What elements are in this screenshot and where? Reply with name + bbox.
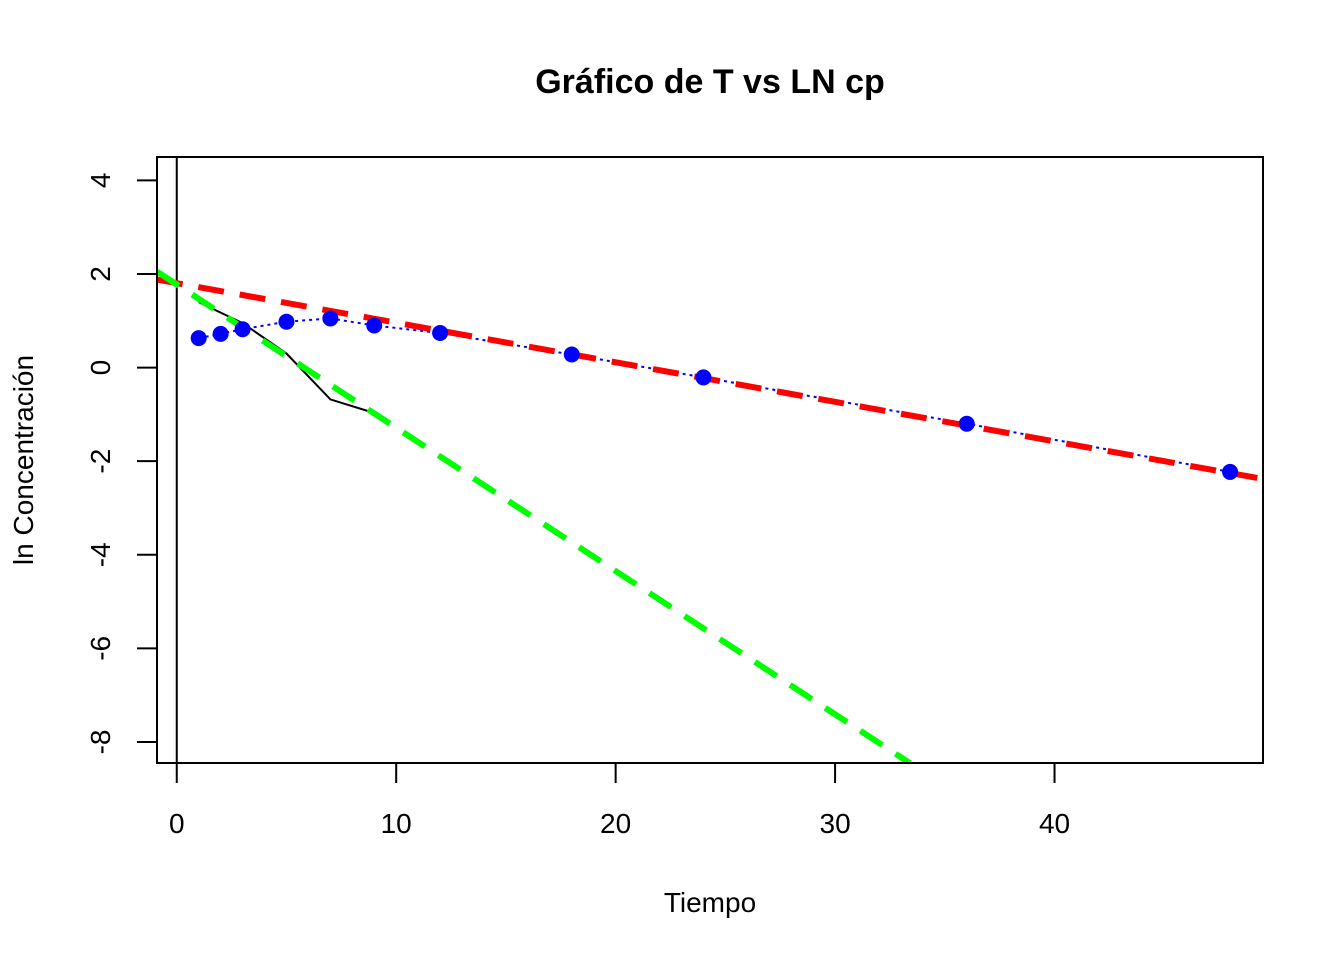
y-axis-label: ln Concentración xyxy=(8,355,39,565)
x-tick-label: 40 xyxy=(1039,808,1070,839)
data-point xyxy=(366,317,383,334)
x-tick-label: 10 xyxy=(381,808,412,839)
x-axis-label: Tiempo xyxy=(664,887,756,918)
data-point xyxy=(190,330,207,347)
x-tick-label: 0 xyxy=(169,808,185,839)
plot-frame xyxy=(156,156,1264,764)
y-tick-label: -8 xyxy=(85,729,116,754)
data-point xyxy=(234,321,251,338)
data-point xyxy=(212,325,229,342)
x-axis: 0 10 20 30 40 xyxy=(169,762,1070,839)
black-series-line xyxy=(198,301,375,414)
y-tick-label: -4 xyxy=(85,542,116,567)
data-point xyxy=(695,369,712,386)
data-point xyxy=(1222,463,1239,480)
y-tick-label: -2 xyxy=(85,449,116,474)
x-tick-label: 20 xyxy=(600,808,631,839)
data-point xyxy=(278,313,295,330)
y-tick-label: 2 xyxy=(85,266,116,282)
y-axis: -8 -6 -4 -2 0 2 4 xyxy=(85,173,158,754)
y-tick-label: 0 xyxy=(85,360,116,376)
data-point xyxy=(563,346,580,363)
y-tick-label: -6 xyxy=(85,636,116,661)
x-tick-label: 30 xyxy=(820,808,851,839)
blue-series-line xyxy=(198,317,1231,473)
chart-title: Gráfico de T vs LN cp xyxy=(535,63,885,101)
y-tick-label: 4 xyxy=(85,173,116,189)
green-fit-line xyxy=(157,269,912,763)
data-point xyxy=(432,324,449,341)
plot-area xyxy=(157,157,1263,763)
data-point xyxy=(958,415,975,432)
data-point xyxy=(322,310,339,327)
